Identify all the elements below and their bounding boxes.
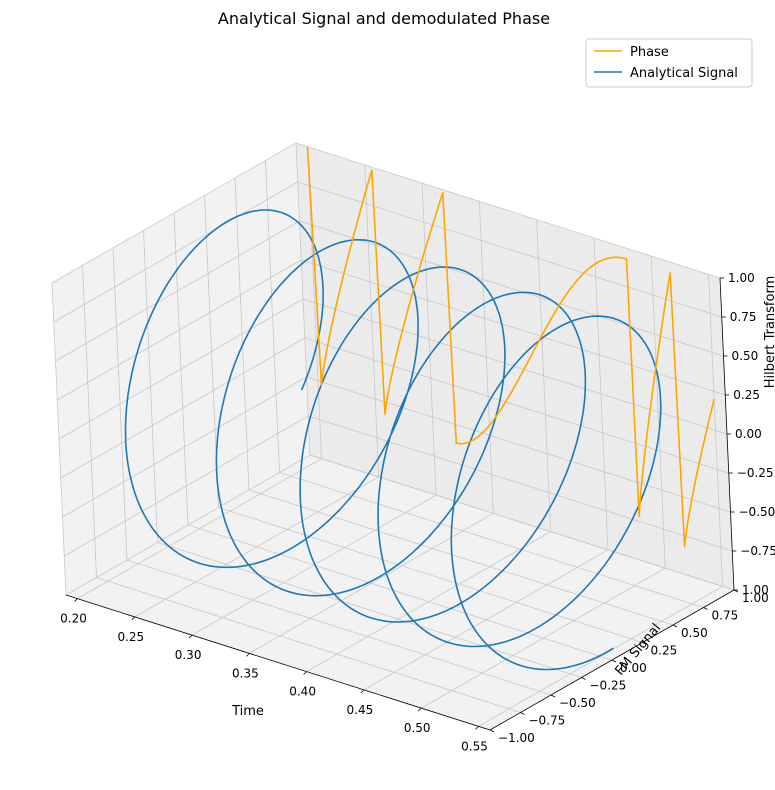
y-tick-label: 1.00 [742,591,769,605]
grid-line-y-floor [126,559,552,696]
grid-line-z-left [62,376,307,518]
legend-box [585,38,753,88]
y-tick-label: 0.50 [681,626,708,640]
z-axis-label: Hilbert Transform [763,276,775,389]
grid-line-z-back [306,376,731,513]
y-tick-label: −0.25 [590,679,627,693]
grid-line-y-floor [279,472,704,608]
grid-line-z-left [51,142,297,284]
y-tick-mark [581,677,586,680]
grid-line-z-left [64,415,309,557]
y-tick-label: −0.50 [559,696,596,710]
grid-line-z-back [304,337,729,474]
x-tick-mark [188,634,193,639]
grid-line-y-floor [248,489,674,626]
grid-line-y-floor [187,524,613,661]
y-tick-mark [489,729,495,733]
y-tick-mark [672,624,678,628]
x-tick-label: 0.40 [289,685,316,699]
z-tick-label: 1.00 [742,583,769,597]
data-series [124,146,715,671]
grid-line-z-back [299,220,724,357]
y-tick-label: 0.00 [620,661,647,675]
grid-line-y-floor [218,507,643,643]
x-tick-mark [74,598,78,602]
grid-line-y-floor [157,542,582,678]
x-axis-label: Time [231,704,264,719]
z-tick-label: −0.75 [740,544,775,558]
x-tick-mark [246,653,250,657]
grid-line-z-left [60,337,305,479]
x-tick-label: 0.30 [175,648,202,662]
x-tick-label: 0.50 [404,721,431,735]
legend-label-phase: Phase [630,45,669,60]
x-tick-label: 0.20 [60,612,87,626]
z-tick-label: −0.25 [737,466,774,480]
series-phase-line [306,146,715,548]
chart-title: Analytical Signal and demodulated Phase [218,9,550,28]
y-tick-label: −0.75 [529,714,566,728]
grid-lines [51,142,735,731]
x-tick-mark [417,707,422,712]
grid-line-z-back [302,298,728,435]
axis-panes [52,143,734,730]
y-tick-mark [520,712,525,715]
z-tick-label: 0.00 [735,427,762,441]
series-analytical-signal-line [124,209,662,671]
z-tick-label: 0.75 [730,310,757,324]
x-tick-mark [131,616,136,621]
tick-labels: 0.20 0.25 0.30 0.35 0.40 0.45 0.50 0.55 −1.00 −0.… [60,271,775,753]
z-tick-label: −0.50 [739,505,775,519]
grid-line-z-left [65,454,311,596]
z-tick-label: 0.50 [732,349,759,363]
grid-line-z-back [295,142,721,279]
grid-line-y-floor [96,577,521,713]
x-tick-label: 0.25 [117,630,144,644]
y-tick-mark [611,659,617,663]
x-tick-label: 0.45 [347,703,374,717]
y-tick-mark [550,694,556,698]
grid-line-z-left [53,181,298,323]
y-tick-label: 0.75 [712,609,739,623]
x-tick-mark [303,671,307,675]
z-tick-label: 1.00 [728,271,755,285]
y-tick-mark [642,642,647,645]
grid-line-z-left [55,220,300,362]
grid-line-z-left [58,298,304,440]
z-tick-label: 0.25 [733,388,760,402]
x-tick-mark [360,689,365,694]
x-tick-mark [475,726,479,730]
x-tick-label: 0.35 [232,666,259,680]
x-tick-label: 0.55 [461,739,488,753]
grid-line-z-back [308,415,733,552]
legend: Phase Analytical Signal [585,38,753,88]
grid-line-z-back [297,181,722,318]
x-axis-line [65,594,491,731]
grid-line-z-left [57,259,302,401]
legend-label-analytical-signal: Analytical Signal [630,66,738,81]
y-tick-label: −1.00 [498,731,535,745]
y-tick-mark [703,607,708,610]
y-tick-label: 0.25 [651,644,678,658]
